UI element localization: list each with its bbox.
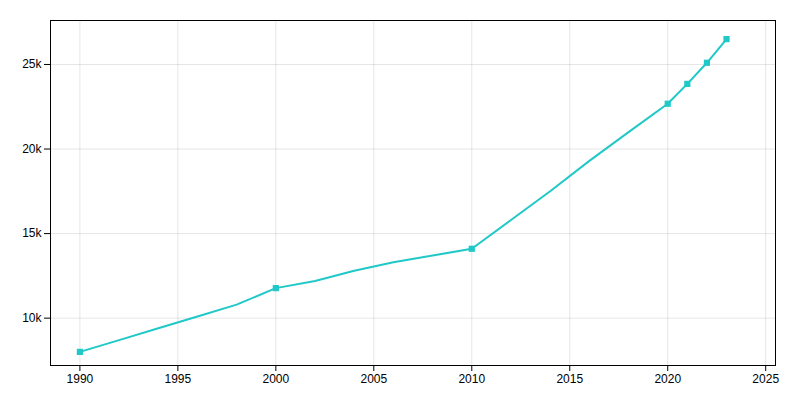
svg-text:2005: 2005 [360, 372, 387, 386]
svg-text:10k: 10k [22, 311, 42, 325]
svg-text:2025: 2025 [752, 372, 779, 386]
svg-text:20k: 20k [22, 142, 42, 156]
svg-text:2020: 2020 [654, 372, 681, 386]
svg-text:1995: 1995 [165, 372, 192, 386]
svg-text:25k: 25k [22, 57, 42, 71]
svg-text:15k: 15k [22, 226, 42, 240]
svg-text:2000: 2000 [262, 372, 289, 386]
svg-text:1990: 1990 [67, 372, 94, 386]
svg-text:2010: 2010 [458, 372, 485, 386]
svg-text:2015: 2015 [556, 372, 583, 386]
